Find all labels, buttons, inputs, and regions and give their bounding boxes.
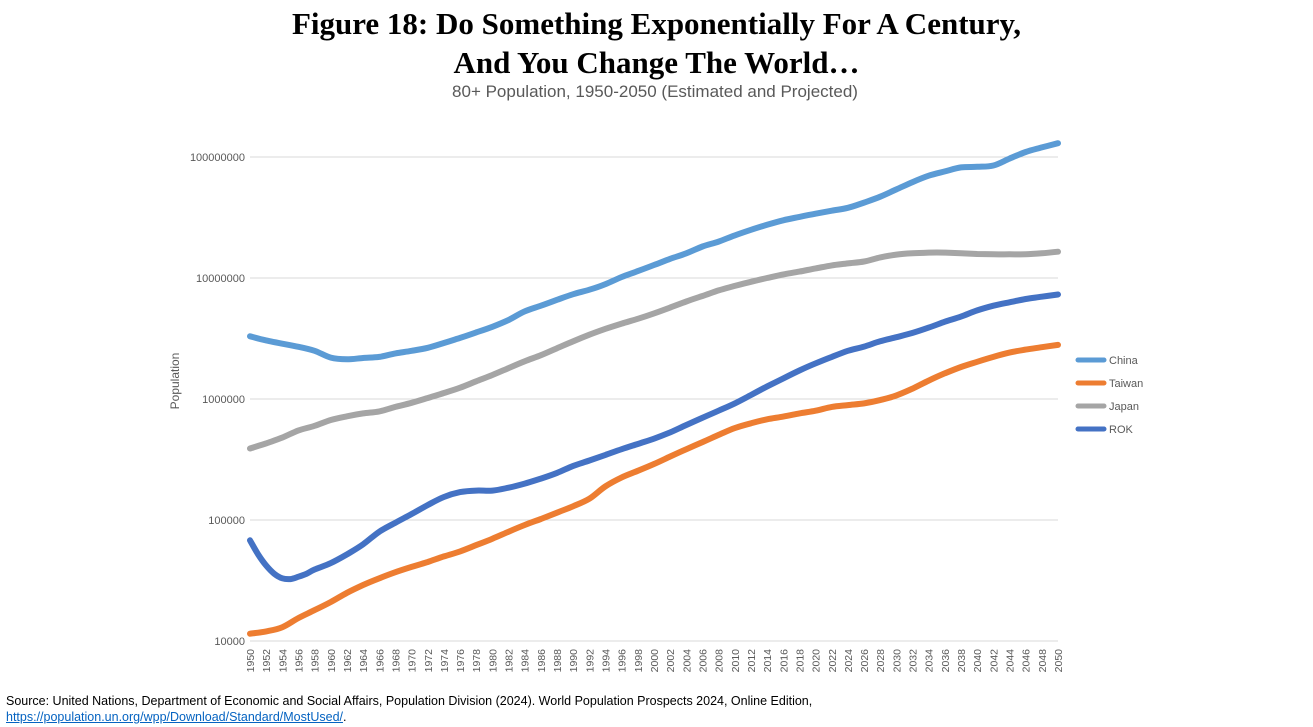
- x-tick-label: 2024: [843, 649, 855, 673]
- y-tick-label: 1000000: [202, 394, 245, 406]
- x-tick-label: 2022: [827, 649, 839, 673]
- source-suffix: .: [343, 710, 347, 724]
- y-tick-label: 100000: [208, 515, 245, 527]
- series-line-china: [247, 140, 1061, 363]
- x-tick-label: 2034: [924, 649, 936, 673]
- source-text: Source: United Nations, Department of Ec…: [6, 694, 813, 708]
- y-axis-label: Population: [168, 353, 182, 410]
- figure-title-line-2: And You Change The World…: [453, 45, 860, 80]
- x-tick-label: 1974: [439, 649, 451, 673]
- x-tick-label: 2036: [940, 649, 952, 673]
- x-tick-label: 1978: [471, 649, 483, 673]
- x-tick-label: 2046: [1021, 649, 1033, 673]
- x-tick-label: 1972: [423, 649, 435, 673]
- y-tick-label: 100000000: [190, 152, 245, 164]
- x-tick-label: 1976: [455, 649, 467, 673]
- x-tick-label: 1982: [504, 649, 516, 673]
- legend-label-japan: Japan: [1109, 401, 1139, 413]
- y-axis-tick-labels: 10000 100000 1000000 10000000 100000000: [190, 152, 245, 648]
- x-tick-label: 1962: [342, 649, 354, 673]
- series-line-taiwan: [247, 341, 1061, 637]
- x-tick-label: 2010: [730, 649, 742, 673]
- x-tick-label: 1984: [520, 649, 532, 673]
- gridlines: [250, 156, 1058, 642]
- figure-title-line-1: Figure 18: Do Something Exponentially Fo…: [291, 6, 1022, 41]
- x-tick-label: 1952: [261, 649, 273, 673]
- series-lines: [247, 140, 1061, 637]
- x-tick-label: 2012: [746, 649, 758, 673]
- legend: China Taiwan Japan ROK: [1075, 355, 1143, 436]
- x-tick-label: 1966: [374, 649, 386, 673]
- x-tick-label: 2014: [762, 649, 774, 673]
- x-tick-label: 1980: [487, 649, 499, 673]
- x-tick-label: 2040: [972, 649, 984, 673]
- x-tick-label: 1950: [245, 649, 257, 673]
- x-tick-label: 2042: [988, 649, 1000, 673]
- legend-label-rok: ROK: [1109, 424, 1134, 436]
- x-tick-label: 1994: [601, 649, 613, 673]
- x-tick-label: 2018: [794, 649, 806, 673]
- x-tick-label: 2044: [1005, 649, 1017, 673]
- x-tick-label: 2008: [714, 649, 726, 673]
- x-tick-label: 1958: [310, 649, 322, 673]
- x-tick-label: 1970: [407, 649, 419, 673]
- figure-title: Figure 18: Do Something Exponentially Fo…: [0, 4, 1313, 82]
- source-note: Source: United Nations, Department of Ec…: [6, 693, 812, 725]
- source-link[interactable]: https://population.un.org/wpp/Download/S…: [6, 710, 344, 724]
- legend-label-china: China: [1109, 355, 1139, 367]
- x-tick-label: 1954: [277, 649, 289, 673]
- x-tick-label: 2038: [956, 649, 968, 673]
- x-tick-label: 2026: [859, 649, 871, 673]
- x-tick-label: 1988: [552, 649, 564, 673]
- x-tick-label: 1992: [584, 649, 596, 673]
- x-tick-label: 1956: [293, 649, 305, 673]
- x-tick-label: 2030: [891, 649, 903, 673]
- x-tick-label: 2006: [697, 649, 709, 673]
- line-chart: 10000 100000 1000000 10000000 100000000 1950…: [168, 140, 1143, 673]
- x-tick-label: 1998: [633, 649, 645, 673]
- x-tick-label: 2004: [681, 649, 693, 673]
- legend-label-taiwan: Taiwan: [1109, 378, 1143, 390]
- x-tick-label: 2048: [1037, 649, 1049, 673]
- x-tick-label: 2032: [908, 649, 920, 673]
- x-axis-tick-labels: 1950 1952 1954 1956 1958 1960 1962 1964 1966 1968…: [245, 649, 1065, 673]
- series-line-rok: [247, 291, 1061, 583]
- x-tick-label: 1968: [390, 649, 402, 673]
- x-tick-label: 1964: [358, 649, 370, 673]
- x-tick-label: 1960: [326, 649, 338, 673]
- x-tick-label: 2020: [811, 649, 823, 673]
- x-tick-label: 1996: [617, 649, 629, 673]
- x-tick-label: 2000: [649, 649, 661, 673]
- x-tick-label: 1986: [536, 649, 548, 673]
- y-tick-label: 10000: [214, 636, 245, 648]
- x-tick-label: 2028: [875, 649, 887, 673]
- series-line-japan: [247, 248, 1061, 452]
- x-tick-label: 2016: [778, 649, 790, 673]
- x-tick-label: 2002: [665, 649, 677, 673]
- chart-title: 80+ Population, 1950-2050 (Estimated and…: [452, 82, 858, 101]
- y-tick-label: 10000000: [196, 273, 245, 285]
- x-tick-label: 1990: [568, 649, 580, 673]
- x-tick-label: 2050: [1053, 649, 1065, 673]
